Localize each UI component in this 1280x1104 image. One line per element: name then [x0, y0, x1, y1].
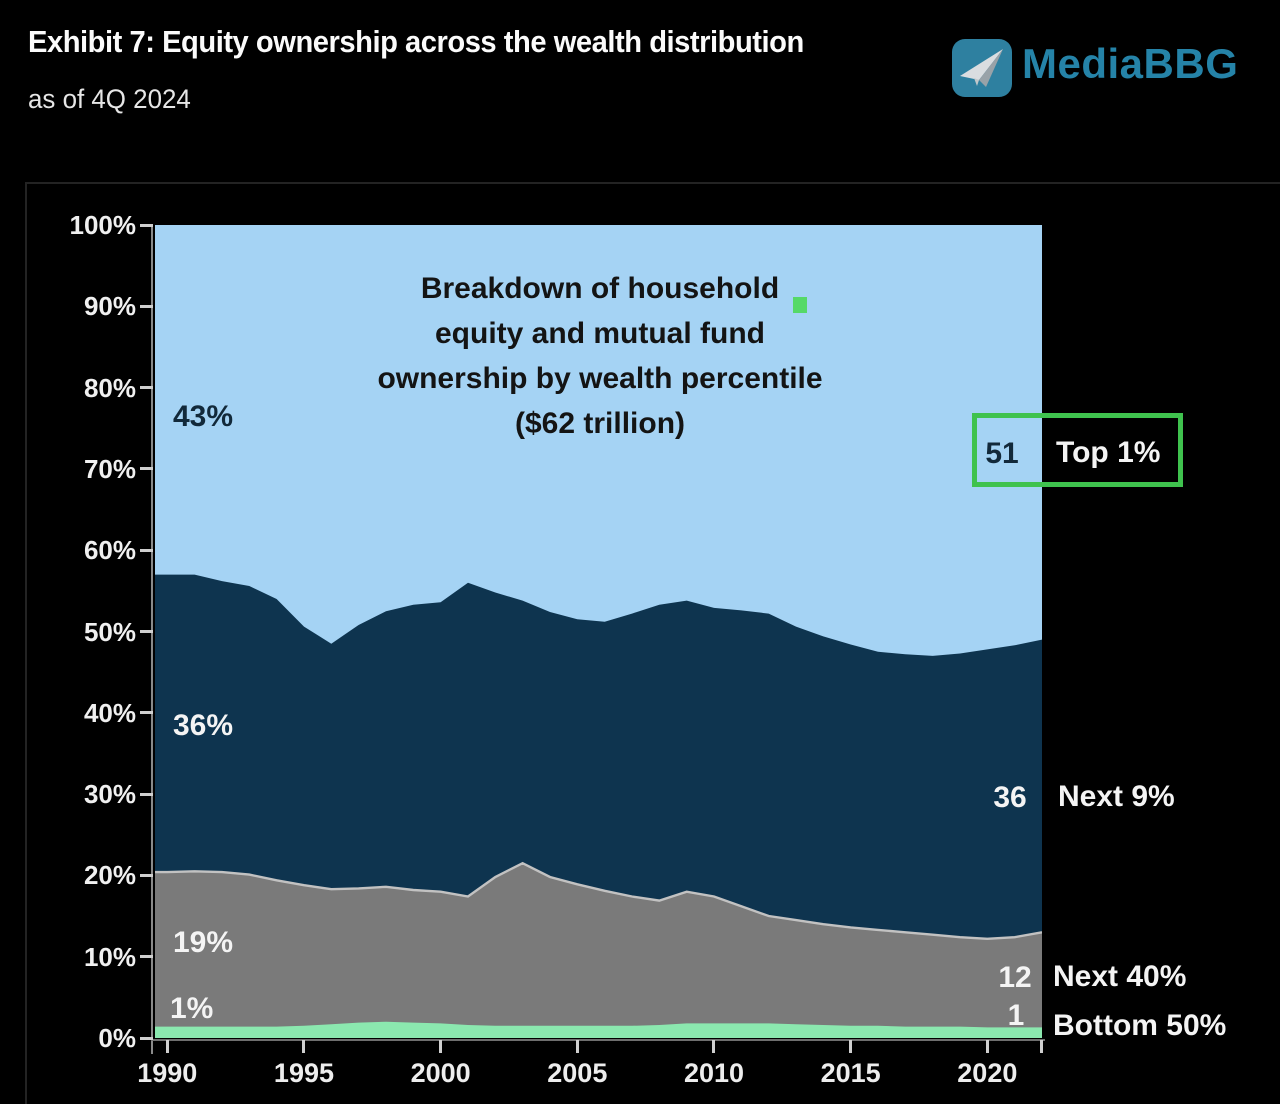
y-tick — [140, 711, 153, 715]
annotation-line: equity and mutual fund — [435, 317, 765, 350]
stacked-area-plot — [155, 225, 1042, 1038]
end-label-top1: Top 1% — [1056, 436, 1161, 469]
end-label-next9: Next 9% — [1058, 780, 1175, 813]
x-tick-label: 1995 — [273, 1058, 334, 1088]
y-tick — [140, 1036, 153, 1040]
x-tick — [849, 1040, 853, 1053]
y-tick-label: 30% — [83, 779, 136, 810]
green-marker — [793, 297, 807, 313]
y-tick-label: 10% — [83, 941, 136, 972]
start-label-bottom50: 1% — [170, 992, 214, 1025]
x-tick — [575, 1040, 579, 1053]
x-tick — [439, 1040, 443, 1053]
x-tick — [165, 1040, 169, 1053]
x-tick — [985, 1040, 989, 1053]
y-tick — [140, 792, 153, 796]
y-tick-label: 80% — [83, 372, 136, 403]
end-label-next40: Next 40% — [1053, 960, 1187, 993]
annotation-line: ownership by wealth percentile — [377, 362, 823, 395]
end-label-bottom50: Bottom 50% — [1053, 1009, 1227, 1042]
y-tick-label: 20% — [83, 860, 136, 891]
y-axis-line — [151, 224, 153, 1054]
x-tick-label: 2000 — [410, 1058, 471, 1088]
x-tick-label: 2020 — [957, 1058, 1018, 1088]
end-value-bottom50: 1 — [1007, 999, 1025, 1032]
y-tick-label: 90% — [83, 291, 136, 322]
annotation-line: Breakdown of household — [420, 272, 780, 305]
exhibit-subtitle: as of 4Q 2024 — [28, 84, 191, 114]
annotation-line: ($62 trillion) — [514, 407, 686, 440]
chart-card-border — [25, 182, 1280, 1104]
y-tick-label: 50% — [83, 616, 136, 647]
start-label-next40: 19% — [173, 926, 234, 959]
y-tick — [140, 548, 153, 552]
y-tick — [140, 304, 153, 308]
x-tick-label: 1990 — [137, 1058, 198, 1088]
y-tick-label: 0% — [98, 1023, 136, 1053]
end-value-next40: 12 — [998, 961, 1032, 994]
y-tick — [140, 386, 153, 390]
y-tick-label: 40% — [83, 697, 136, 728]
paper-plane-icon — [952, 39, 1012, 97]
y-tick — [140, 630, 153, 633]
x-axis-line — [151, 1039, 1045, 1041]
y-tick — [140, 955, 153, 959]
x-tick — [302, 1040, 306, 1053]
y-tick — [140, 223, 153, 227]
x-tick-label: 2015 — [820, 1058, 881, 1088]
chart-annotation: Breakdown of household equity and mutual… — [255, 266, 945, 446]
x-tick-edge — [1040, 1040, 1043, 1053]
end-value-next9: 36 — [993, 781, 1027, 814]
start-label-next9: 36% — [173, 709, 234, 742]
brand-name: MediaBBG — [1022, 40, 1239, 87]
x-tick-label: 2010 — [683, 1058, 745, 1088]
top1-highlight-box — [972, 413, 1183, 487]
y-tick-label: 60% — [83, 535, 136, 566]
end-value-top1: 51 — [985, 437, 1019, 470]
y-tick — [140, 467, 153, 471]
exhibit-title: Exhibit 7: Equity ownership across the w… — [28, 24, 804, 59]
x-tick-label: 2005 — [547, 1058, 608, 1088]
y-tick-label: 100% — [69, 210, 137, 240]
start-label-top1: 43% — [173, 400, 234, 433]
y-tick — [140, 873, 153, 877]
y-tick-label: 70% — [83, 453, 136, 484]
x-tick — [712, 1040, 716, 1053]
